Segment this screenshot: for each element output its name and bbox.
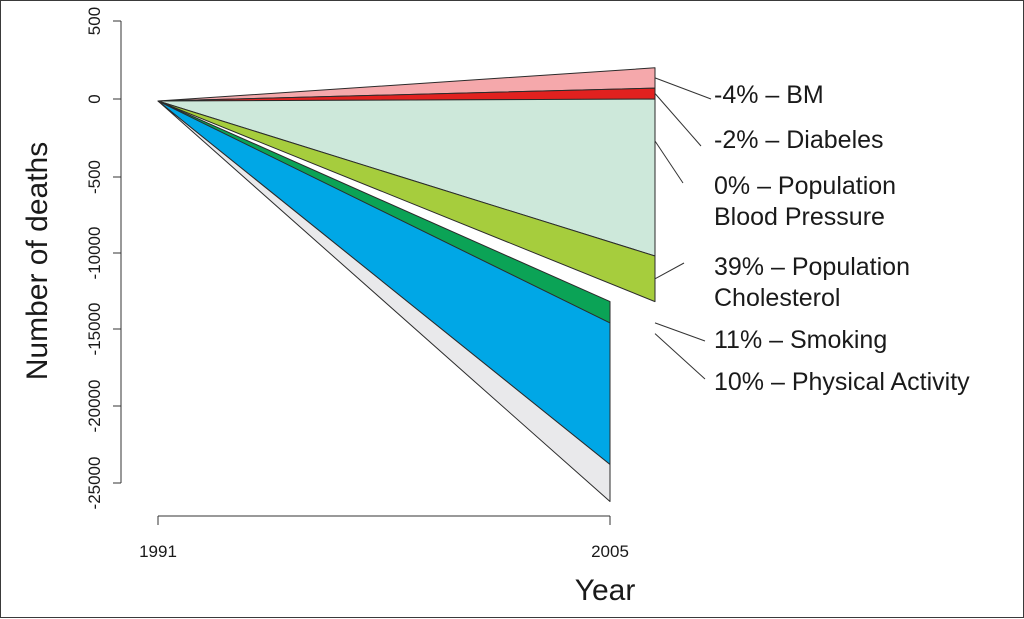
y-tick-label: -10000 [85,227,104,280]
area-band-6 [157,100,611,502]
x-axis-title: Year [575,574,636,607]
legend-label: -4% – BM [714,81,824,109]
legend-label: 11% – Smoking [714,326,887,354]
legend-label: Blood Pressure [714,203,885,231]
legend-label: 10% – Physical Activity [714,368,970,396]
legend-leader-line [654,322,706,342]
y-tick-label: -500 [85,160,104,194]
legend-leader-line [654,93,702,147]
y-tick-label: 0 [85,94,104,103]
y-tick-label: -25000 [85,457,104,510]
axes: 500 0 -500 -10000 -15000 -20000 -25000 1991 2005 [85,7,629,561]
legend-leader-line [654,333,706,380]
y-tick-label: -15000 [85,303,104,356]
y-tick-label: -20000 [85,380,104,433]
legend-label: 39% – Population [714,253,910,281]
y-tick-label: 500 [85,7,104,35]
legend-label: Cholesterol [714,284,840,312]
legend-leader-line [654,262,685,280]
y-axis-title: Number of deaths [21,142,54,380]
x-tick-label: 1991 [139,542,177,561]
legend-label: -2% – Diabeles [714,126,884,154]
legend-label: 0% – Population [714,172,896,200]
legend: -4% – BM -2% – Diabeles 0% – Population Blo… [654,77,970,396]
legend-leader-line [654,140,684,184]
x-tick-label: 2005 [591,542,629,561]
area-bands [157,67,656,502]
legend-leader-line [654,77,712,100]
